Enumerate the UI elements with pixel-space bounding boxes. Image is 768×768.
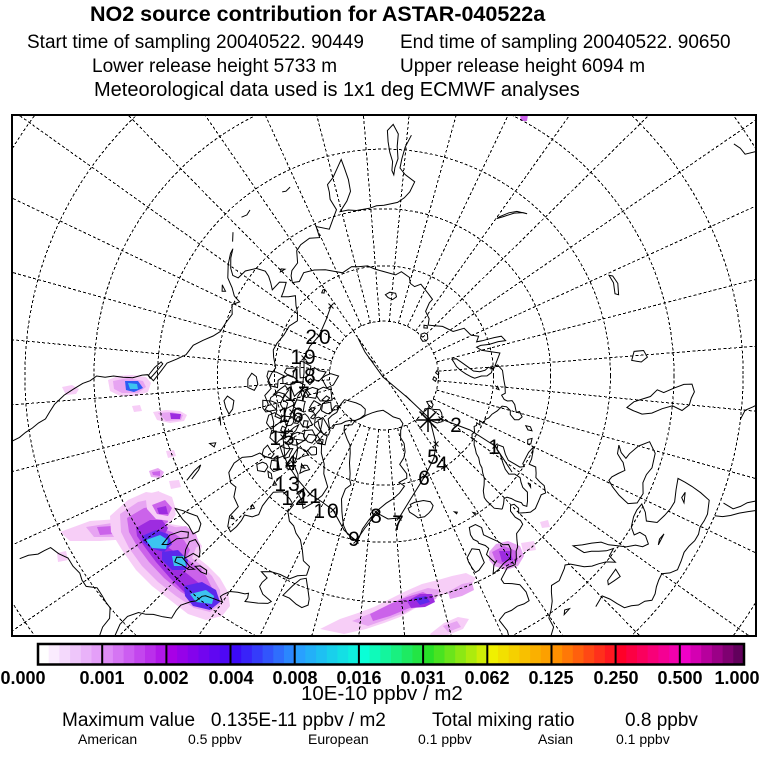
svg-text:8: 8 xyxy=(370,505,384,528)
svg-text:0.031: 0.031 xyxy=(400,668,445,688)
svg-text:1.000: 1.000 xyxy=(714,668,759,688)
svg-text:20: 20 xyxy=(305,326,332,349)
svg-text:0.000: 0.000 xyxy=(0,668,45,688)
svg-text:12: 12 xyxy=(281,487,308,510)
svg-text:14: 14 xyxy=(271,452,298,475)
svg-text:0.001: 0.001 xyxy=(79,668,124,688)
svg-text:1: 1 xyxy=(488,436,502,459)
svg-text:7: 7 xyxy=(392,512,406,535)
svg-text:0.500: 0.500 xyxy=(657,668,702,688)
svg-text:6: 6 xyxy=(418,467,432,490)
svg-text:0.008: 0.008 xyxy=(272,668,317,688)
svg-text:0.125: 0.125 xyxy=(528,668,573,688)
svg-text:16: 16 xyxy=(278,404,305,427)
svg-text:17: 17 xyxy=(284,383,311,406)
svg-text:2: 2 xyxy=(450,414,464,437)
svg-text:10: 10 xyxy=(313,500,340,523)
svg-text:4: 4 xyxy=(436,453,450,476)
svg-text:15: 15 xyxy=(269,427,296,450)
svg-text:5: 5 xyxy=(427,446,441,469)
svg-text:0.062: 0.062 xyxy=(464,668,509,688)
svg-text:11: 11 xyxy=(297,485,323,508)
svg-text:0.002: 0.002 xyxy=(143,668,188,688)
svg-text:9: 9 xyxy=(348,528,362,551)
svg-text:0.250: 0.250 xyxy=(593,668,638,688)
svg-text:13: 13 xyxy=(274,473,301,496)
svg-text:0.004: 0.004 xyxy=(208,668,253,688)
svg-text:18: 18 xyxy=(290,365,317,388)
svg-text:0.016: 0.016 xyxy=(336,668,381,688)
svg-text:19: 19 xyxy=(290,346,317,369)
